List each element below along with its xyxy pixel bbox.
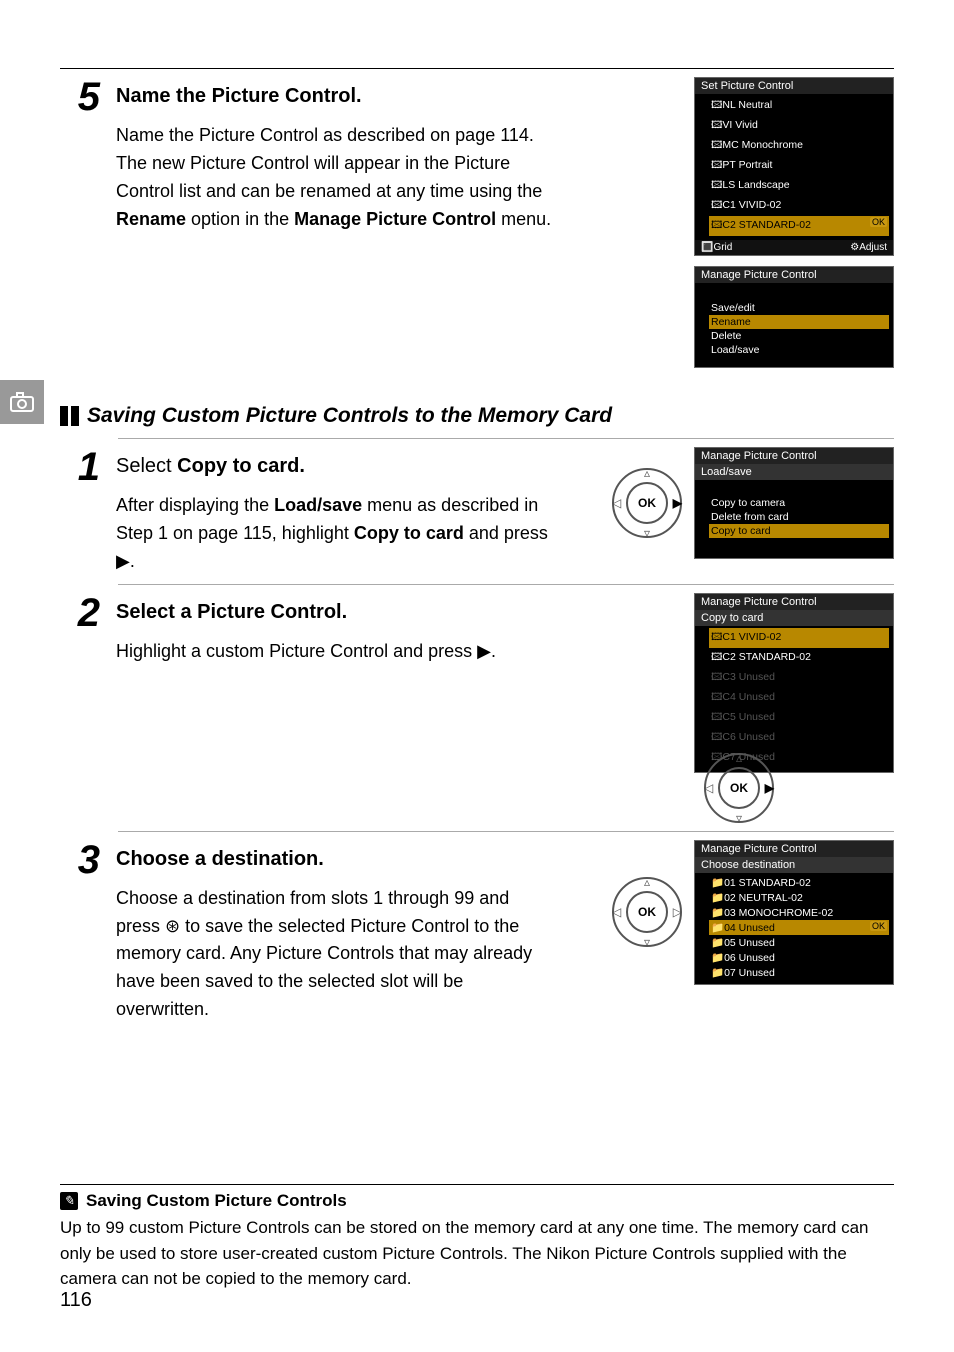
lcd-title: Set Picture Control	[695, 78, 893, 94]
lcd-row: 🖾C2 STANDARD-02	[709, 648, 889, 668]
step-text: Choose a destination from slots 1 throug…	[116, 885, 556, 1024]
lcd-row: Save/edit	[709, 301, 889, 315]
step-number: 2	[60, 593, 100, 633]
step-text: After displaying the Load/save menu as d…	[116, 492, 556, 576]
direction-pad: OK ▵ ▿ ◁ ▶	[704, 753, 774, 823]
step-title: Select Copy to card.	[116, 455, 596, 478]
lcd-list: Save/editRenameDeleteLoad/save	[695, 299, 893, 361]
lcd-row: 🖾C3 Unused	[709, 668, 889, 688]
lcd-copy-to-card: Manage Picture Control Copy to card 🖾C1 …	[694, 593, 894, 773]
step-1: 1 Select Copy to card. After displaying …	[60, 447, 894, 576]
lcd-row: Delete from card	[709, 510, 889, 524]
lcd-row: 🖾VI Vivid	[709, 116, 889, 136]
step-5: 5 Name the Picture Control. Name the Pic…	[60, 77, 894, 368]
step-text: Name the Picture Control as described on…	[116, 122, 556, 234]
lcd-row: 🖾PT Portrait	[709, 156, 889, 176]
lcd-row: 📁07 Unused	[709, 965, 889, 980]
lcd-row: Rename	[709, 315, 889, 329]
lcd-row: 📁01 STANDARD-02	[709, 875, 889, 890]
step-title: Choose a destination.	[116, 848, 596, 871]
step-text: Highlight a custom Picture Control and p…	[116, 638, 556, 666]
divider	[118, 584, 894, 585]
step-number: 5	[60, 77, 100, 117]
lcd-row: Delete	[709, 329, 889, 343]
lcd-row: 🖾C1 VIVID-02	[709, 628, 889, 648]
lcd-row: 🖾C2 STANDARD-02OK	[709, 216, 889, 236]
lcd-row: 📁06 Unused	[709, 950, 889, 965]
lcd-list: 🖾NL Neutral🖾VI Vivid🖾MC Monochrome🖾PT Po…	[695, 94, 893, 240]
step-2: 2 Select a Picture Control. Highlight a …	[60, 593, 894, 823]
lcd-row: 📁02 NEUTRAL-02	[709, 890, 889, 905]
note-text: Up to 99 custom Picture Controls can be …	[60, 1215, 894, 1292]
camera-icon	[10, 392, 34, 412]
direction-pad: OK ▵ ▿ ◁ ▶	[612, 468, 682, 538]
section-heading: Saving Custom Picture Controls to the Me…	[60, 404, 894, 428]
lcd-row: 🖾C1 VIVID-02	[709, 196, 889, 216]
step-number: 3	[60, 840, 100, 880]
lcd-row: 📁05 Unused	[709, 935, 889, 950]
lcd-row: 🖾NL Neutral	[709, 96, 889, 116]
lcd-row: 🖾C4 Unused	[709, 688, 889, 708]
lcd-row: Copy to camera	[709, 496, 889, 510]
step-3: 3 Choose a destination. Choose a destina…	[60, 840, 894, 1024]
divider	[60, 68, 894, 69]
lcd-row: Load/save	[709, 343, 889, 357]
step-number: 1	[60, 447, 100, 487]
lcd-title: Manage Picture Control	[695, 267, 893, 283]
lcd-row: 🖾C5 Unused	[709, 708, 889, 728]
lcd-manage-picture-control: Manage Picture Control Save/editRenameDe…	[694, 266, 894, 368]
lcd-set-picture-control: Set Picture Control 🖾NL Neutral🖾VI Vivid…	[694, 77, 894, 256]
lcd-row: 📁04 UnusedOK	[709, 920, 889, 935]
section-title: Saving Custom Picture Controls to the Me…	[87, 404, 612, 428]
divider	[118, 438, 894, 439]
page-number: 116	[60, 1289, 92, 1312]
ok-button-icon: OK	[626, 482, 668, 524]
side-tab	[0, 380, 44, 424]
lcd-load-save: Manage Picture Control Load/save Copy to…	[694, 447, 894, 559]
lcd-row: 🖾MC Monochrome	[709, 136, 889, 156]
section-bullet-icon	[60, 406, 79, 426]
lcd-row: 🖾C6 Unused	[709, 728, 889, 748]
note-title: Saving Custom Picture Controls	[86, 1191, 347, 1211]
lcd-row: Copy to card	[709, 524, 889, 538]
step-title: Select a Picture Control.	[116, 601, 678, 624]
ok-button-icon: OK	[626, 891, 668, 933]
lcd-row: 🖾LS Landscape	[709, 176, 889, 196]
step-title: Name the Picture Control.	[116, 85, 678, 108]
note-box: ✎ Saving Custom Picture Controls Up to 9…	[60, 1184, 894, 1292]
ok-button-icon: OK	[718, 767, 760, 809]
lcd-row: 📁03 MONOCHROME-02	[709, 905, 889, 920]
note-icon: ✎	[60, 1192, 78, 1210]
divider	[118, 831, 894, 832]
lcd-choose-destination: Manage Picture Control Choose destinatio…	[694, 840, 894, 985]
direction-pad: OK ▵ ▿ ◁ ▷	[612, 877, 682, 947]
